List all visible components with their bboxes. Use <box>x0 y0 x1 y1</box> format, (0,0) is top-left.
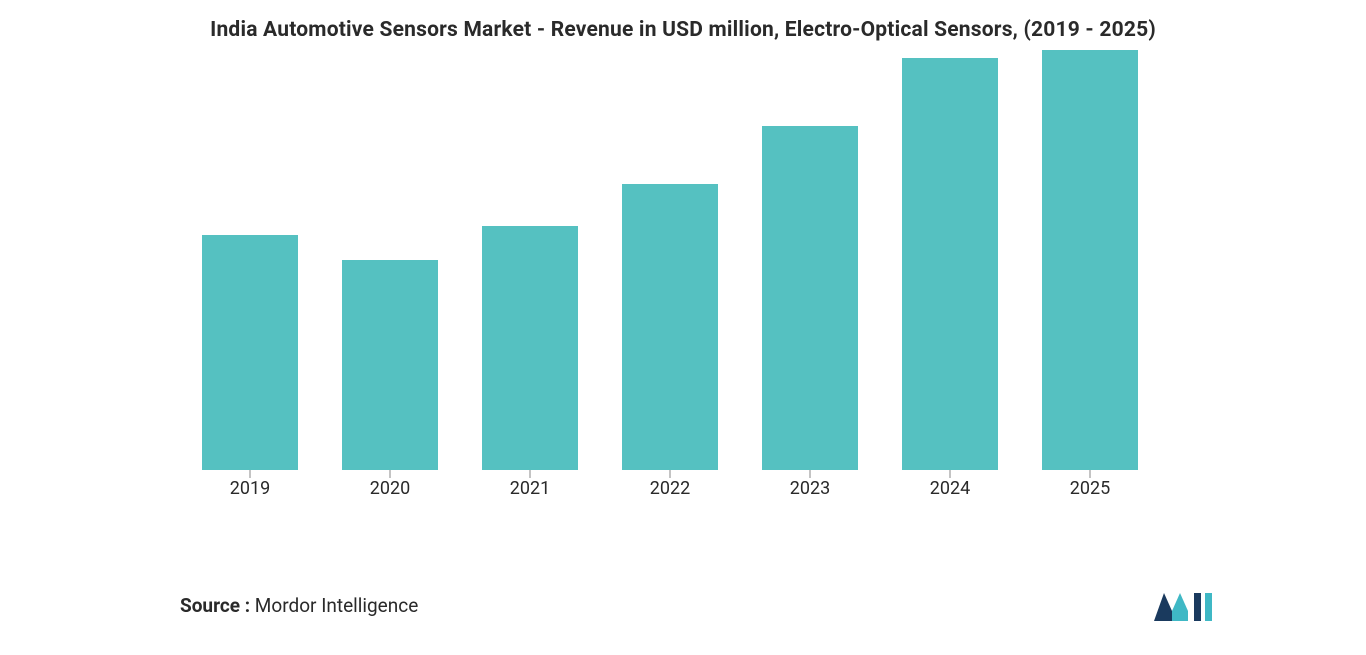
bar-2022 <box>622 184 718 470</box>
plot-area <box>180 50 1160 470</box>
x-tick-2019 <box>250 470 251 478</box>
x-label-2024: 2024 <box>930 478 970 499</box>
mordor-logo <box>1152 587 1216 625</box>
logo-shape-3 <box>1194 593 1201 621</box>
x-label-2023: 2023 <box>790 478 830 499</box>
x-tick-2021 <box>530 470 531 478</box>
x-label-2021: 2021 <box>510 478 550 499</box>
bar-2019 <box>202 235 298 470</box>
x-tick-2024 <box>950 470 951 478</box>
x-label-2019: 2019 <box>230 478 270 499</box>
source-label: Source : <box>180 594 250 617</box>
source-text: Mordor Intelligence <box>250 594 418 617</box>
x-tick-2020 <box>390 470 391 478</box>
bar-2021 <box>482 226 578 470</box>
x-tick-2025 <box>1090 470 1091 478</box>
x-axis-labels: 2019 2020 2021 2022 2023 2024 2025 <box>180 478 1160 508</box>
chart-title: India Automotive Sensors Market - Revenu… <box>0 18 1366 42</box>
logo-shape-1 <box>1154 593 1172 621</box>
logo-shape-2 <box>1172 593 1188 621</box>
bar-2020 <box>342 260 438 470</box>
x-tick-2022 <box>670 470 671 478</box>
x-label-2022: 2022 <box>650 478 690 499</box>
x-tick-2023 <box>810 470 811 478</box>
x-label-2020: 2020 <box>370 478 410 499</box>
source-line: Source : Mordor Intelligence <box>180 594 418 617</box>
bar-2024 <box>902 58 998 470</box>
chart-container: India Automotive Sensors Market - Revenu… <box>0 0 1366 655</box>
x-label-2025: 2025 <box>1070 478 1110 499</box>
bar-2025 <box>1042 50 1138 470</box>
bar-2023 <box>762 126 858 470</box>
logo-shape-4 <box>1205 593 1212 621</box>
